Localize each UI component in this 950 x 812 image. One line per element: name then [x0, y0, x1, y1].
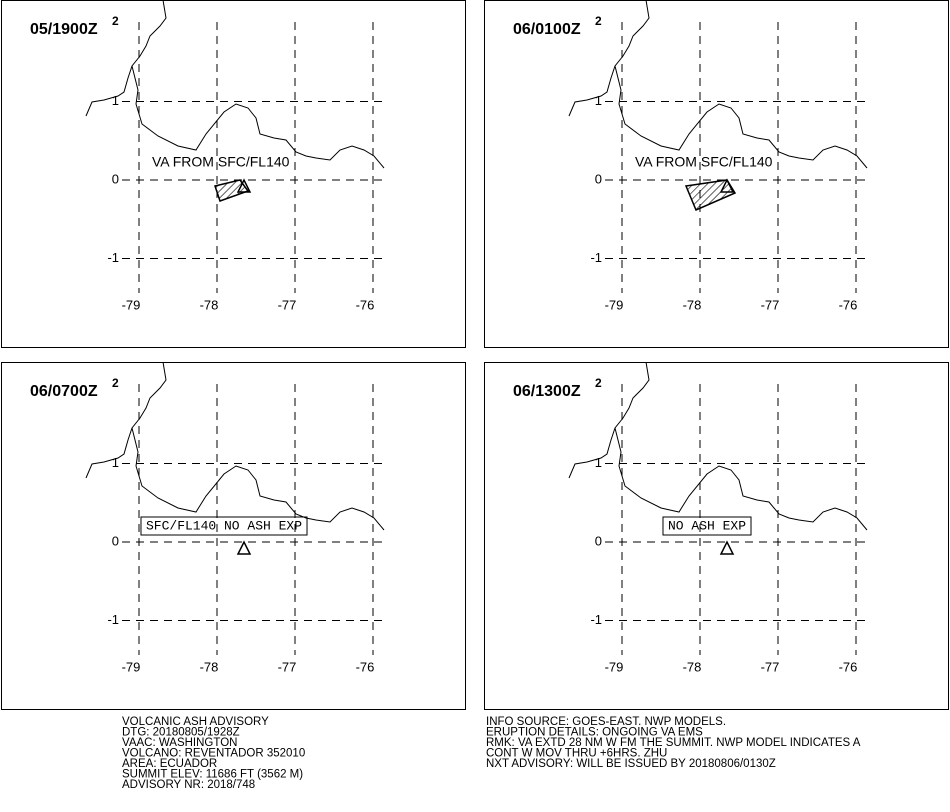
volcano-symbol	[236, 178, 252, 193]
map-panel: -79 -78 -77 -76 1 0 -1 06/1300Z 2 NO ASH EXP	[484, 361, 949, 710]
volcano-symbol	[719, 178, 735, 193]
valid-time: 05/1900Z	[30, 21, 98, 38]
advisory-line: INFO SOURCE: GOES-EAST. NWP MODELS.	[486, 716, 726, 728]
lon-tick-label: -76	[839, 659, 858, 674]
border-line	[614, 427, 868, 531]
lon-tick-label: -79	[122, 297, 141, 312]
lon-tick-label: -79	[605, 297, 624, 312]
annotation: NO ASH EXP	[668, 518, 746, 533]
lat-tick-label: 1	[112, 93, 119, 108]
advisory-line: CONT W MOV THRU +6HRS. ZHU	[486, 748, 667, 760]
lon-tick-label: -78	[200, 659, 219, 674]
valid-time: 06/1300Z	[513, 383, 581, 400]
advisory-line: VAAC: WASHINGTON	[122, 737, 237, 749]
annotation-box	[140, 516, 308, 536]
lat-tick-label: 1	[595, 455, 602, 470]
lat-tick-label: -1	[590, 612, 602, 627]
lat-tick-label: 0	[112, 533, 119, 548]
advisory-line: RMK: VA EXTD 28 NM W FM THE SUMMIT. NWP …	[486, 737, 861, 749]
advisory-line: AREA: ECUADOR	[122, 758, 217, 770]
panel-frame	[484, 0, 949, 348]
annotation: SFC/FL140 NO ASH EXP	[146, 518, 302, 533]
advisory-line: ADVISORY NR: 2018/748	[122, 779, 255, 791]
panel-frame	[1, 362, 466, 710]
lon-tick-label: -77	[278, 297, 297, 312]
coastline	[85, 361, 167, 479]
lat-tick-label: -1	[107, 612, 119, 627]
advisory-line: SUMMIT ELEV: 11686 FT (3562 M)	[122, 769, 303, 781]
map-panel: -79 -78 -77 -76 1 0 -1 05/1900Z 2 VA FROM SFC/FL1…	[1, 0, 466, 348]
lon-tick-label: -77	[278, 659, 297, 674]
lon-tick-label: -78	[683, 297, 702, 312]
superscript: 2	[112, 376, 119, 390]
map-panel: -79 -78 -77 -76 1 0 -1 06/0700Z 2 SFC/FL140 NO AS…	[1, 361, 466, 710]
valid-time: 06/0700Z	[30, 383, 98, 400]
lat-tick-label: 0	[112, 171, 119, 186]
valid-time: 06/0100Z	[513, 21, 581, 38]
lat-tick-label: 0	[595, 171, 602, 186]
lon-tick-label: -79	[122, 659, 141, 674]
map-panel: -79 -78 -77 -76 1 0 -1 06/0100Z 2 VA FROM SFC/FL1…	[484, 0, 949, 348]
lon-tick-label: -79	[605, 659, 624, 674]
lon-tick-label: -77	[761, 297, 780, 312]
advisory-line: NXT ADVISORY: WILL BE ISSUED BY 20180806…	[486, 758, 776, 770]
superscript: 2	[112, 14, 119, 28]
coastline	[568, 0, 650, 117]
border-line	[614, 65, 868, 169]
superscript: 2	[595, 14, 602, 28]
lon-tick-label: -78	[200, 297, 219, 312]
border-line	[131, 427, 385, 531]
ash-area	[684, 179, 737, 211]
lat-tick-label: -1	[590, 250, 602, 265]
annotation: VA FROM SFC/FL140	[635, 154, 773, 170]
border-line	[131, 65, 385, 169]
coastline	[568, 361, 650, 479]
advisory-line: ERUPTION DETAILS: ONGOING VA EMS	[486, 727, 703, 739]
ash-area	[214, 179, 250, 202]
lat-tick-label: -1	[107, 250, 119, 265]
advisory-line: VOLCANO: REVENTADOR 352010	[122, 748, 305, 760]
lon-tick-label: -77	[761, 659, 780, 674]
panel-frame	[484, 362, 949, 710]
coastline	[85, 0, 167, 117]
lon-tick-label: -78	[683, 659, 702, 674]
advisory-line: DTG: 20180805/1928Z	[122, 727, 240, 739]
annotation: VA FROM SFC/FL140	[152, 154, 290, 170]
lat-tick-label: 1	[112, 455, 119, 470]
volcano-symbol	[236, 540, 252, 555]
lon-tick-label: -76	[356, 659, 375, 674]
lon-tick-label: -76	[356, 297, 375, 312]
volcano-symbol	[719, 540, 735, 555]
annotation-box	[662, 516, 752, 536]
lat-tick-label: 0	[595, 533, 602, 548]
lat-tick-label: 1	[595, 93, 602, 108]
lon-tick-label: -76	[839, 297, 858, 312]
panel-frame	[1, 0, 466, 348]
superscript: 2	[595, 376, 602, 390]
advisory-line: VOLCANIC ASH ADVISORY	[122, 716, 269, 728]
